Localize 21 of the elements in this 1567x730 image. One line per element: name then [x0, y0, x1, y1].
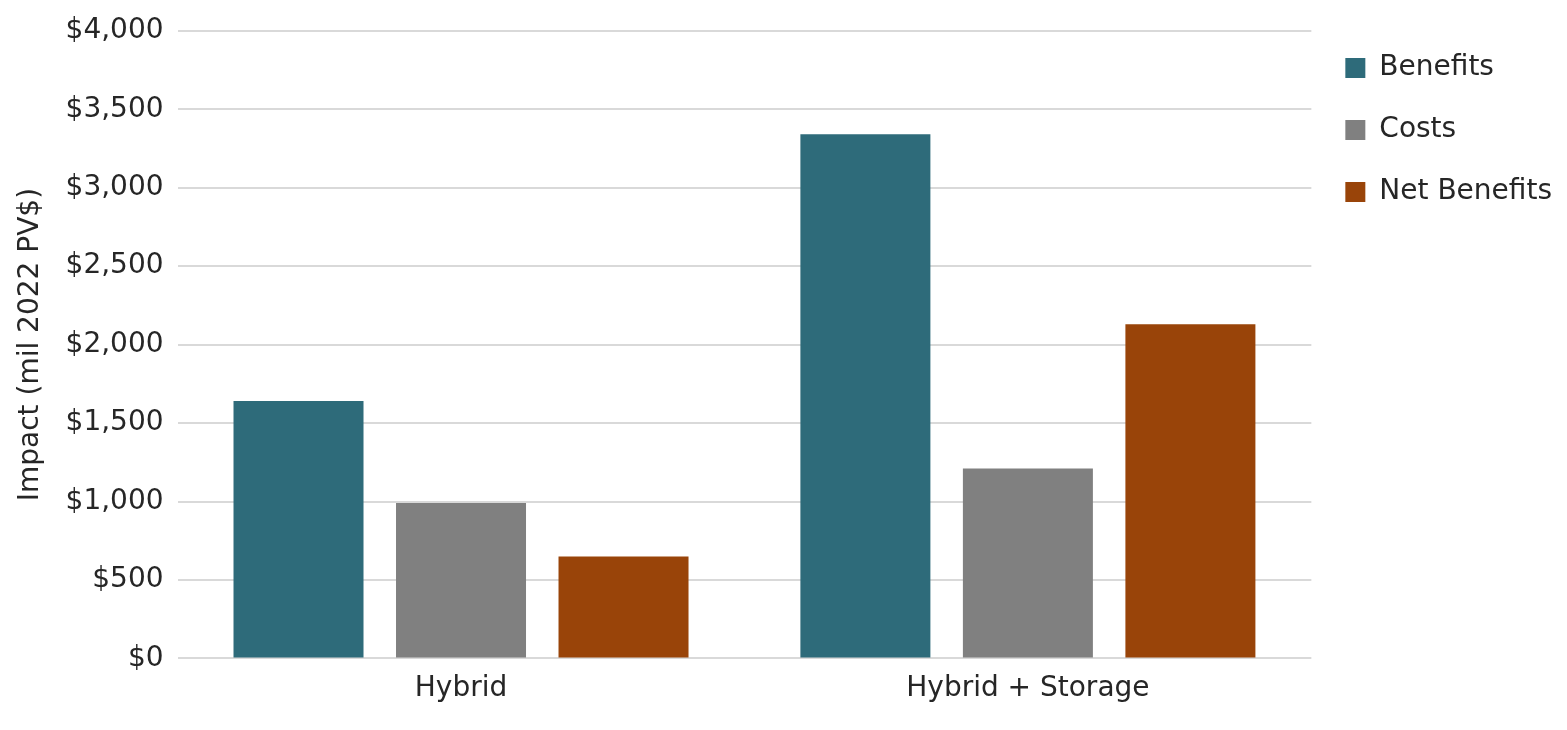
legend-label: Net Benefits [1379, 173, 1553, 207]
y-tick-label: $3,500 [65, 90, 164, 124]
legend-label: Benefits [1379, 49, 1494, 83]
y-tick-label: $0 [127, 639, 164, 673]
y-tick-label: $500 [92, 561, 164, 595]
bar [396, 503, 527, 658]
y-tick-label: $3,000 [65, 168, 164, 202]
y-tick-label: $1,000 [65, 482, 164, 516]
bar [558, 556, 689, 658]
x-tick-label: Hybrid + Storage [906, 670, 1150, 704]
bar [800, 134, 931, 658]
y-tick-label: $1,500 [65, 404, 164, 438]
y-tick-label: $4,000 [65, 12, 164, 46]
x-tick-label: Hybrid [414, 670, 508, 704]
y-tick-label: $2,000 [65, 325, 164, 359]
y-axis-title: Impact (mil 2022 PV$) [12, 187, 46, 502]
bar [962, 468, 1093, 658]
bar [1125, 324, 1256, 658]
legend-label: Costs [1379, 111, 1457, 145]
bar [233, 401, 364, 658]
y-tick-label: $2,500 [65, 247, 164, 281]
